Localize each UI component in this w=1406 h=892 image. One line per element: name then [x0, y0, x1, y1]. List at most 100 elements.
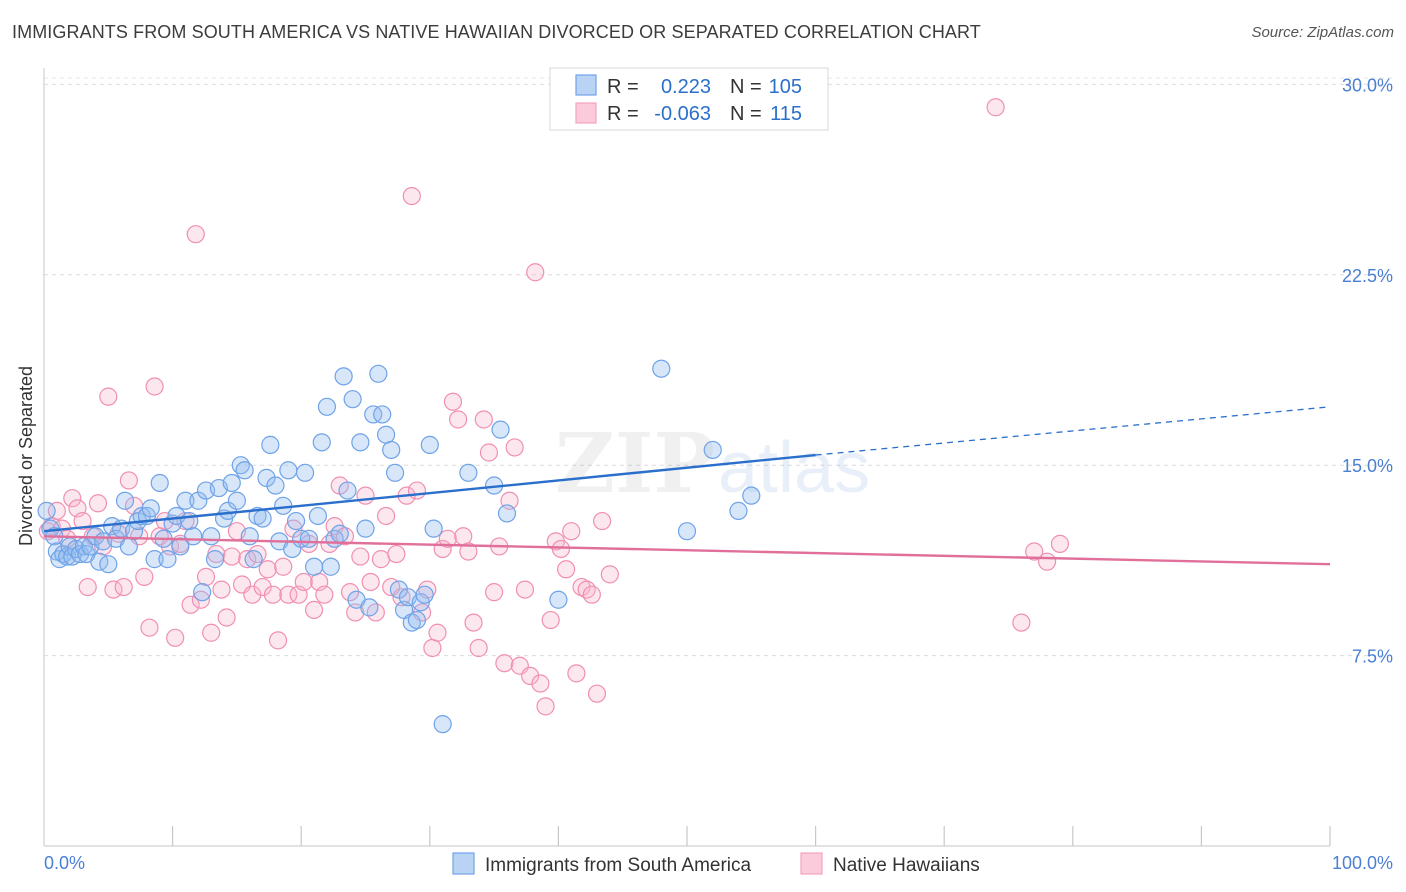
y-tick-label: 7.5% — [1352, 647, 1393, 667]
native-hawaiian-point — [73, 511, 92, 531]
native-hawaiian-point — [479, 443, 499, 462]
south-america-point — [279, 461, 298, 480]
native-hawaiian-point — [515, 580, 535, 599]
south-america-point — [266, 476, 285, 495]
native-hawaiian-point — [495, 654, 514, 673]
native-hawaiian-point — [361, 572, 380, 592]
south-america-point — [433, 715, 452, 734]
native-hawaiian-point — [186, 225, 205, 244]
south-america-point — [176, 491, 195, 510]
south-america-point — [360, 598, 379, 617]
native-hawaiian-point — [376, 506, 396, 526]
native-hawaiian-point — [577, 580, 596, 599]
native-hawaiian-point — [593, 511, 612, 531]
trend-lines — [43, 406, 1331, 566]
south-america-point — [677, 522, 697, 541]
native-hawaiian-point — [274, 557, 293, 576]
native-hawaiian-point — [438, 529, 457, 548]
y-tick-label: 22.5% — [1342, 266, 1393, 286]
south-america-point — [703, 440, 722, 460]
south-america-point — [115, 491, 135, 510]
south-america-point — [286, 511, 306, 531]
native-hawaiian-point — [582, 585, 601, 604]
south-america-point — [308, 506, 328, 526]
bottom-legend-blue-label: Immigrants from South America — [485, 855, 752, 876]
south-america-point — [415, 585, 434, 604]
native-hawaiian-point — [315, 585, 334, 604]
south-america-point — [158, 550, 177, 569]
native-hawaiian-point — [1012, 613, 1031, 632]
trend-line-dashed — [815, 406, 1331, 456]
native-hawaiian-point — [1050, 534, 1070, 553]
bottom-legend-pink-swatch — [800, 852, 823, 875]
native-hawaiian-point — [114, 577, 133, 597]
south-america-point — [338, 481, 357, 500]
south-america-point — [351, 433, 370, 452]
native-hawaiian-point — [263, 585, 283, 604]
native-hawaiian-point — [505, 438, 524, 457]
native-hawaiian-point — [428, 623, 447, 642]
native-hawaiian-point — [279, 585, 298, 604]
native-hawaiian-point — [222, 547, 241, 566]
south-america-point — [189, 491, 208, 510]
native-hawaiian-point — [562, 522, 581, 541]
south-america-point — [235, 461, 254, 480]
south-america-point — [193, 583, 212, 602]
south-america-point — [240, 527, 259, 546]
native-hawaiian-point — [600, 565, 619, 584]
native-hawaiian-point — [202, 623, 221, 642]
native-hawaiian-point — [140, 618, 159, 637]
native-hawaiian-point — [119, 471, 138, 490]
south-america-point — [321, 557, 340, 576]
south-america-point — [330, 524, 349, 543]
legend-pink-swatch — [575, 102, 597, 124]
native-hawaiian-point — [423, 638, 442, 658]
south-america-point — [356, 519, 375, 538]
trend-line-solid — [43, 535, 1331, 566]
x-tick-label-min: 0.0% — [44, 853, 85, 873]
south-america-point — [119, 537, 138, 556]
native-hawaiian-point — [557, 560, 576, 579]
native-hawaiian-point — [387, 544, 406, 564]
legend-blue-r-value: 0.223 — [661, 76, 711, 98]
bottom-legend: Immigrants from South America Native Haw… — [452, 852, 980, 876]
native-hawaiian-point — [181, 595, 200, 614]
native-hawaiian-point — [459, 542, 478, 561]
south-america-point — [742, 486, 761, 505]
y-tick-label: 30.0% — [1342, 75, 1393, 95]
native-hawaiians-points — [38, 98, 1070, 716]
svg-text:ZIP: ZIP — [555, 416, 715, 512]
trend-line-solid — [43, 453, 816, 533]
south-america-point — [317, 397, 337, 416]
south-america-point — [205, 550, 225, 569]
south-america-point — [222, 473, 241, 493]
south-america-point — [218, 501, 237, 520]
native-hawaiian-point — [572, 577, 591, 597]
y-axis-title: Divorced or Separated — [16, 366, 36, 546]
legend-pink-n-label: N = — [730, 103, 762, 125]
south-america-point — [295, 463, 315, 482]
south-america-point — [652, 359, 671, 378]
y-tick-labels: 7.5% 15.0% 22.5% 30.0% — [1342, 75, 1393, 666]
native-hawaiian-point — [340, 583, 360, 602]
native-hawaiian-point — [551, 539, 571, 559]
source-label: Source: ZipAtlas.com — [1251, 24, 1394, 41]
south-america-point — [299, 529, 319, 548]
native-hawaiian-point — [217, 608, 236, 627]
south-america-point — [261, 435, 280, 454]
native-hawaiian-point — [407, 481, 427, 500]
native-hawaiian-point — [526, 263, 545, 282]
south-america-point — [343, 390, 362, 409]
bottom-legend-blue-swatch — [452, 852, 475, 875]
native-hawaiian-point — [464, 613, 483, 632]
south-america-point — [420, 435, 439, 454]
native-hawaiian-point — [454, 527, 473, 546]
legend-blue-r-label: R = — [607, 76, 639, 98]
south-america-point — [382, 440, 401, 460]
south-america-point — [312, 433, 331, 452]
native-hawaiian-point — [88, 494, 108, 513]
south-america-point — [402, 613, 421, 632]
native-hawaiian-point — [99, 387, 118, 406]
chart-title: IMMIGRANTS FROM SOUTH AMERICA VS NATIVE … — [12, 22, 981, 42]
south-america-point — [407, 610, 427, 630]
